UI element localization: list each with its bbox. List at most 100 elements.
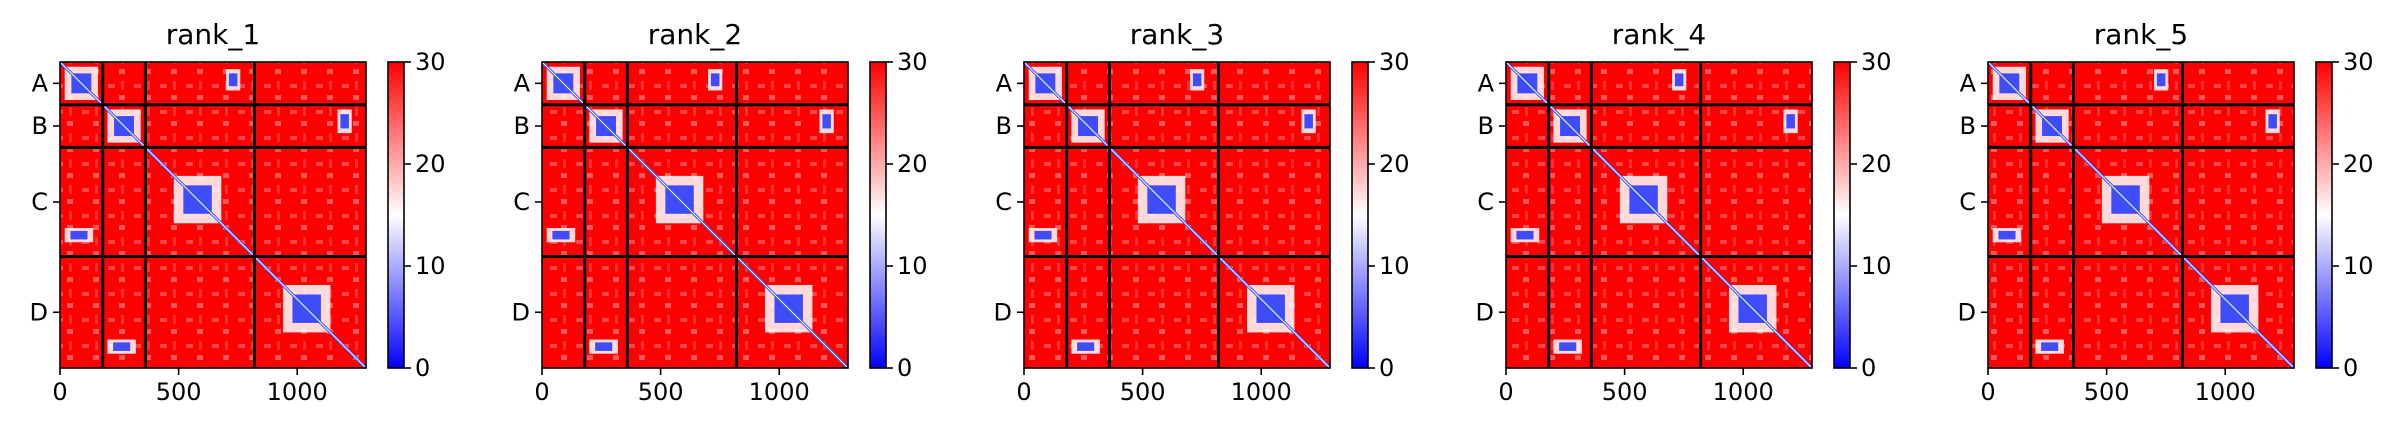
low-error-core bbox=[1192, 73, 1202, 87]
colorbar-tick-label: 10 bbox=[1861, 252, 1892, 280]
x-tick-label: 1000 bbox=[267, 378, 328, 406]
low-error-core bbox=[1674, 73, 1684, 87]
y-tick-label: B bbox=[32, 112, 48, 140]
y-tick-label: A bbox=[996, 69, 1013, 97]
y-tick-label: C bbox=[31, 188, 48, 216]
y-tick-label: C bbox=[1959, 188, 1976, 216]
low-error-core bbox=[1786, 114, 1795, 129]
panel-title: rank_2 bbox=[648, 18, 742, 51]
colorbar-frame bbox=[1833, 61, 1851, 369]
x-tick-label: 0 bbox=[1498, 378, 1513, 406]
colorbar-tick-label: 30 bbox=[1861, 48, 1892, 76]
y-tick-label: A bbox=[32, 69, 49, 97]
low-error-core bbox=[1559, 342, 1577, 351]
low-error-core bbox=[1516, 230, 1534, 240]
panel-3: rank_3 AB C D 0 500 1000 0 10 20 30 bbox=[994, 18, 1410, 406]
y-tick-label: D bbox=[1958, 298, 1976, 326]
y-tick-label: C bbox=[995, 188, 1012, 216]
y-tick-label: A bbox=[514, 69, 531, 97]
x-tick-label: 0 bbox=[1980, 378, 1995, 406]
low-error-core bbox=[1077, 342, 1095, 351]
low-error-core bbox=[70, 230, 88, 240]
low-error-core bbox=[2041, 342, 2059, 351]
x-tick-label: 0 bbox=[1016, 378, 1031, 406]
panel-2: rank_2 AB C D 0 500 1000 0 10 20 30 bbox=[512, 18, 928, 406]
colorbar-tick-label: 0 bbox=[415, 354, 430, 382]
colorbar-tick-label: 10 bbox=[2343, 252, 2374, 280]
axes-frame bbox=[59, 61, 367, 369]
x-tick-label: 500 bbox=[156, 378, 202, 406]
y-tick-label: B bbox=[1478, 112, 1494, 140]
colorbar-tick-label: 10 bbox=[1379, 252, 1410, 280]
panel-4: rank_4 AB C D 0 500 1000 0 10 20 30 bbox=[1476, 18, 1892, 406]
colorbar-frame bbox=[1351, 61, 1369, 369]
colorbar-tick-label: 30 bbox=[1379, 48, 1410, 76]
low-error-core bbox=[2156, 73, 2166, 87]
panel-5: rank_5 AB C D 0 500 1000 0 10 20 30 bbox=[1958, 18, 2374, 406]
colorbar bbox=[388, 62, 404, 368]
panel-1: rank_1 AB C D 0 500 1000 0 10 20 30 bbox=[30, 18, 446, 406]
y-tick-label: C bbox=[513, 188, 530, 216]
colorbar bbox=[2316, 62, 2332, 368]
panel-title: rank_1 bbox=[166, 18, 260, 51]
colorbar bbox=[1834, 62, 1850, 368]
x-tick-label: 500 bbox=[1120, 378, 1166, 406]
x-tick-label: 0 bbox=[534, 378, 549, 406]
y-tick-label: A bbox=[1960, 69, 1977, 97]
colorbar-tick-label: 20 bbox=[897, 150, 928, 178]
y-tick-label: D bbox=[994, 298, 1012, 326]
low-error-core bbox=[710, 73, 720, 87]
axes-frame bbox=[541, 61, 849, 369]
x-tick-label: 1000 bbox=[1713, 378, 1774, 406]
y-tick-label: C bbox=[1477, 188, 1494, 216]
diagonal-highlight bbox=[59, 61, 367, 369]
x-tick-label: 1000 bbox=[749, 378, 810, 406]
low-error-core bbox=[340, 114, 349, 129]
colorbar-tick-label: 10 bbox=[415, 252, 446, 280]
y-tick-label: D bbox=[1476, 298, 1494, 326]
x-tick-label: 500 bbox=[638, 378, 684, 406]
diagonal-highlight bbox=[1505, 61, 1813, 369]
colorbar-frame bbox=[387, 61, 405, 369]
colorbar-tick-label: 0 bbox=[1861, 354, 1876, 382]
colorbar bbox=[1352, 62, 1368, 368]
y-tick-label: D bbox=[512, 298, 530, 326]
colorbar-tick-label: 30 bbox=[897, 48, 928, 76]
low-error-core bbox=[1304, 114, 1313, 129]
colorbar-tick-label: 30 bbox=[415, 48, 446, 76]
colorbar-tick-label: 20 bbox=[1379, 150, 1410, 178]
panel-title: rank_5 bbox=[2094, 18, 2188, 51]
diagonal-highlight bbox=[541, 61, 849, 369]
x-tick-label: 500 bbox=[1602, 378, 1648, 406]
colorbar-frame bbox=[2315, 61, 2333, 369]
low-error-core bbox=[2268, 114, 2277, 129]
y-tick-label: B bbox=[1960, 112, 1976, 140]
low-error-core bbox=[595, 342, 613, 351]
colorbar-tick-label: 0 bbox=[2343, 354, 2358, 382]
low-error-core bbox=[113, 342, 131, 351]
axes-frame bbox=[1987, 61, 2295, 369]
colorbar-frame bbox=[869, 61, 887, 369]
colorbar bbox=[870, 62, 886, 368]
y-tick-label: D bbox=[30, 298, 48, 326]
axes-frame bbox=[1505, 61, 1813, 369]
y-tick-label: B bbox=[514, 112, 530, 140]
x-tick-label: 0 bbox=[52, 378, 67, 406]
panel-title: rank_4 bbox=[1612, 18, 1706, 51]
panel-title: rank_3 bbox=[1130, 18, 1224, 51]
colorbar-tick-label: 20 bbox=[415, 150, 446, 178]
colorbar-tick-label: 0 bbox=[897, 354, 912, 382]
diagonal-highlight bbox=[1023, 61, 1331, 369]
axes-frame bbox=[1023, 61, 1331, 369]
low-error-core bbox=[552, 230, 570, 240]
colorbar-tick-label: 20 bbox=[2343, 150, 2374, 178]
low-error-core bbox=[228, 73, 238, 87]
low-error-core bbox=[822, 114, 831, 129]
x-tick-label: 1000 bbox=[1231, 378, 1292, 406]
x-tick-label: 1000 bbox=[2195, 378, 2256, 406]
low-error-core bbox=[1998, 230, 2016, 240]
colorbar-tick-label: 20 bbox=[1861, 150, 1892, 178]
low-error-core bbox=[1034, 230, 1052, 240]
colorbar-tick-label: 30 bbox=[2343, 48, 2374, 76]
